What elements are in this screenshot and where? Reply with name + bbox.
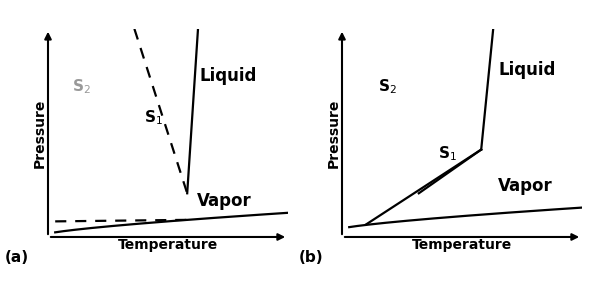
Text: Liquid: Liquid <box>498 61 556 79</box>
Y-axis label: Pressure: Pressure <box>326 98 341 168</box>
Text: S$_1$: S$_1$ <box>438 144 457 163</box>
X-axis label: Temperature: Temperature <box>412 238 512 252</box>
Text: S$_1$: S$_1$ <box>144 109 163 127</box>
Text: (a): (a) <box>5 250 29 265</box>
Text: S$_2$: S$_2$ <box>72 77 91 96</box>
Text: Vapor: Vapor <box>197 192 251 210</box>
Text: S$_2$: S$_2$ <box>378 77 397 96</box>
Text: Vapor: Vapor <box>498 177 553 195</box>
Text: (b): (b) <box>299 250 323 265</box>
Y-axis label: Pressure: Pressure <box>32 98 47 168</box>
X-axis label: Temperature: Temperature <box>118 238 218 252</box>
Text: Liquid: Liquid <box>199 67 257 85</box>
